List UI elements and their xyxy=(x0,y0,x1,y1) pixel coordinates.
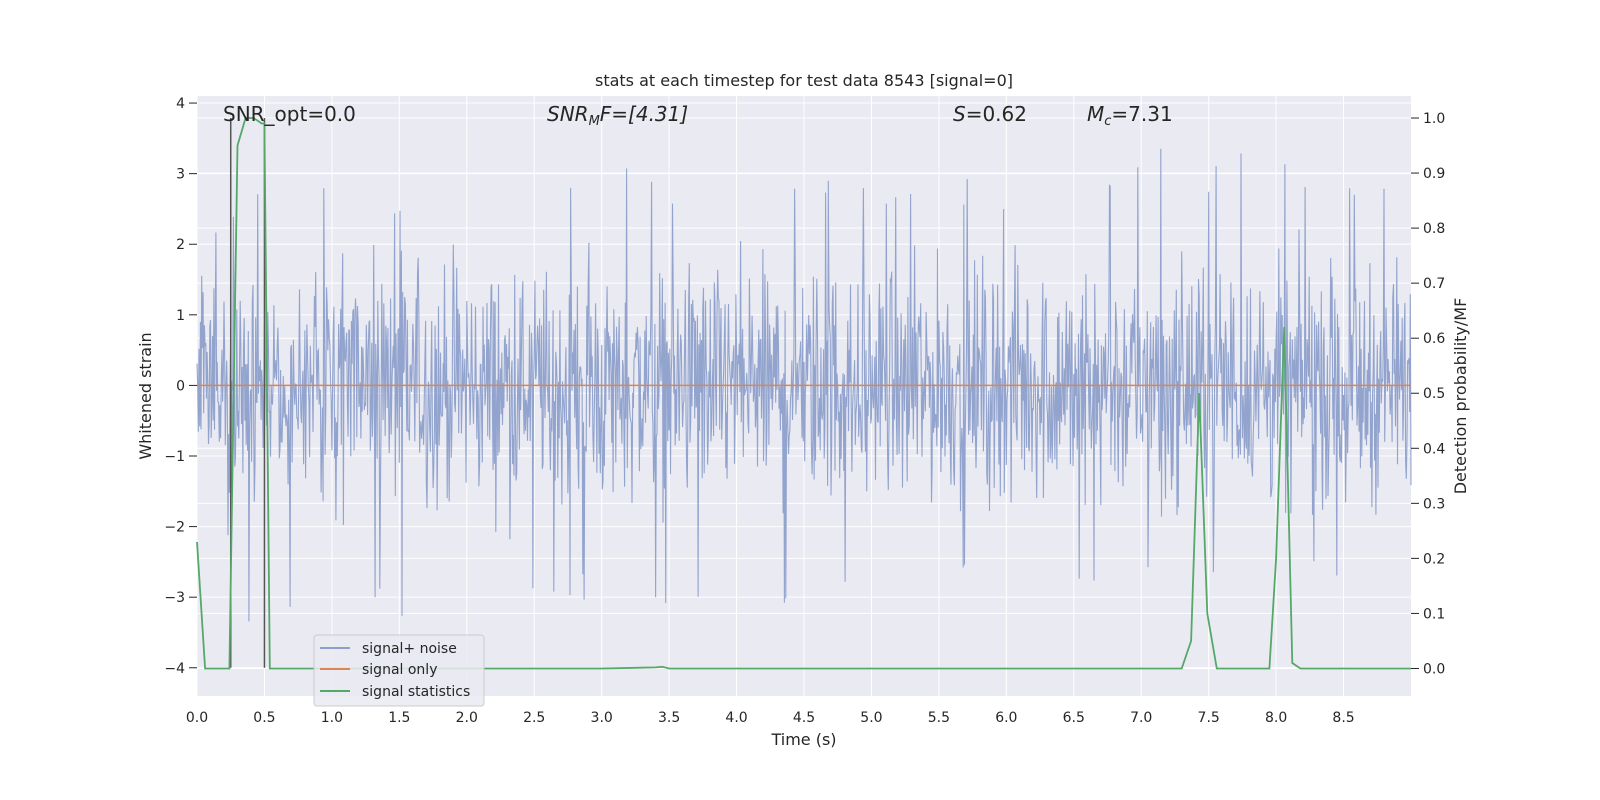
y-right-tick-label: 0.4 xyxy=(1423,441,1445,457)
y-right-tick-label: 0.3 xyxy=(1423,496,1445,512)
noise-series xyxy=(196,148,1412,622)
y-left-tick-label: −2 xyxy=(164,520,185,536)
annotation-mc: Mc=7.31 xyxy=(1087,102,1173,129)
mc-label: M xyxy=(1087,102,1104,126)
y-left-tick-label: 4 xyxy=(176,96,185,112)
snr-mf-sub: M xyxy=(589,114,600,129)
s-value: =0.62 xyxy=(966,102,1027,126)
y-left-tick-label: 2 xyxy=(176,237,185,253)
y-right-tick-label: 0.1 xyxy=(1423,606,1445,622)
y-right-tick-label: 0.0 xyxy=(1423,661,1445,677)
annotation-s: S=0.62 xyxy=(953,102,1027,126)
y-right-tick-label: 0.2 xyxy=(1423,551,1445,567)
snr-mf-suffix: F=[4.31] xyxy=(600,102,688,126)
y-right-tick-label: 0.6 xyxy=(1423,331,1445,347)
mc-sub: c xyxy=(1104,114,1111,129)
y-right-tick-label: 0.9 xyxy=(1423,166,1445,182)
x-tick-label: 7.5 xyxy=(1198,710,1220,726)
annotation-snr-mf: SNRMF=[4.31] xyxy=(547,102,688,129)
legend-label-signal-only: signal only xyxy=(362,662,437,678)
x-tick-label: 1.5 xyxy=(388,710,410,726)
y-left-tick-label: −1 xyxy=(164,449,185,465)
annotation-snr-opt: SNR_opt=0.0 xyxy=(223,102,356,126)
chart-title: stats at each timestep for test data 854… xyxy=(595,71,1013,90)
x-tick-label: 4.0 xyxy=(725,710,747,726)
x-tick-label: 8.5 xyxy=(1332,710,1354,726)
x-tick-label: 6.0 xyxy=(995,710,1017,726)
x-tick-label: 3.5 xyxy=(658,710,680,726)
y-right-tick-label: 0.5 xyxy=(1423,386,1445,402)
legend: signal+ noise signal only signal statist… xyxy=(313,634,485,707)
x-tick-label: 5.5 xyxy=(928,710,950,726)
stats-series xyxy=(196,117,1411,670)
x-tick-label: 6.5 xyxy=(1063,710,1085,726)
series-signal-statistics-line xyxy=(196,117,1411,670)
series-signal-plus-noise-line xyxy=(196,148,1412,622)
y-left-axis-ticks: 4 3 2 1 0 −1 −2 −3 −4 xyxy=(164,96,197,677)
x-axis-label: Time (s) xyxy=(770,730,836,749)
y-left-tick-label: −4 xyxy=(164,661,185,677)
y-left-axis-label: Whitened strain xyxy=(136,332,155,459)
x-tick-label: 1.0 xyxy=(321,710,343,726)
x-tick-label: 8.0 xyxy=(1265,710,1287,726)
x-tick-label: 0.0 xyxy=(186,710,208,726)
y-right-tick-label: 0.7 xyxy=(1423,276,1445,292)
y-left-tick-label: 3 xyxy=(176,167,185,183)
y-left-tick-label: −3 xyxy=(164,590,185,606)
x-tick-label: 3.0 xyxy=(591,710,613,726)
x-tick-label: 7.0 xyxy=(1130,710,1152,726)
legend-label-noise: signal+ noise xyxy=(362,641,457,657)
snr-mf-label: SNR xyxy=(547,102,589,126)
x-tick-label: 0.5 xyxy=(253,710,275,726)
y-right-tick-label: 1.0 xyxy=(1423,111,1445,127)
x-tick-label: 4.5 xyxy=(793,710,815,726)
x-tick-label: 5.0 xyxy=(860,710,882,726)
y-right-axis-ticks: 1.0 0.9 0.8 0.7 0.6 0.5 0.4 0.3 0.2 0.1 0.0 xyxy=(1411,111,1445,677)
y-left-tick-label: 0 xyxy=(176,378,185,394)
s-label: S xyxy=(953,102,966,126)
x-tick-label: 2.0 xyxy=(456,710,478,726)
y-left-tick-label: 1 xyxy=(176,308,185,324)
legend-label-stats: signal statistics xyxy=(362,684,470,700)
x-tick-label: 2.5 xyxy=(523,710,545,726)
mc-value: =7.31 xyxy=(1111,102,1172,126)
legend-box xyxy=(313,634,485,707)
y-right-tick-label: 0.8 xyxy=(1423,221,1445,237)
x-axis-ticks: 0.0 0.5 1.0 1.5 2.0 2.5 3.0 3.5 4.0 4.5 5.0 5.5 6.0 6… xyxy=(186,710,1355,726)
y-right-axis-label: Detection probability/MF xyxy=(1451,298,1470,495)
